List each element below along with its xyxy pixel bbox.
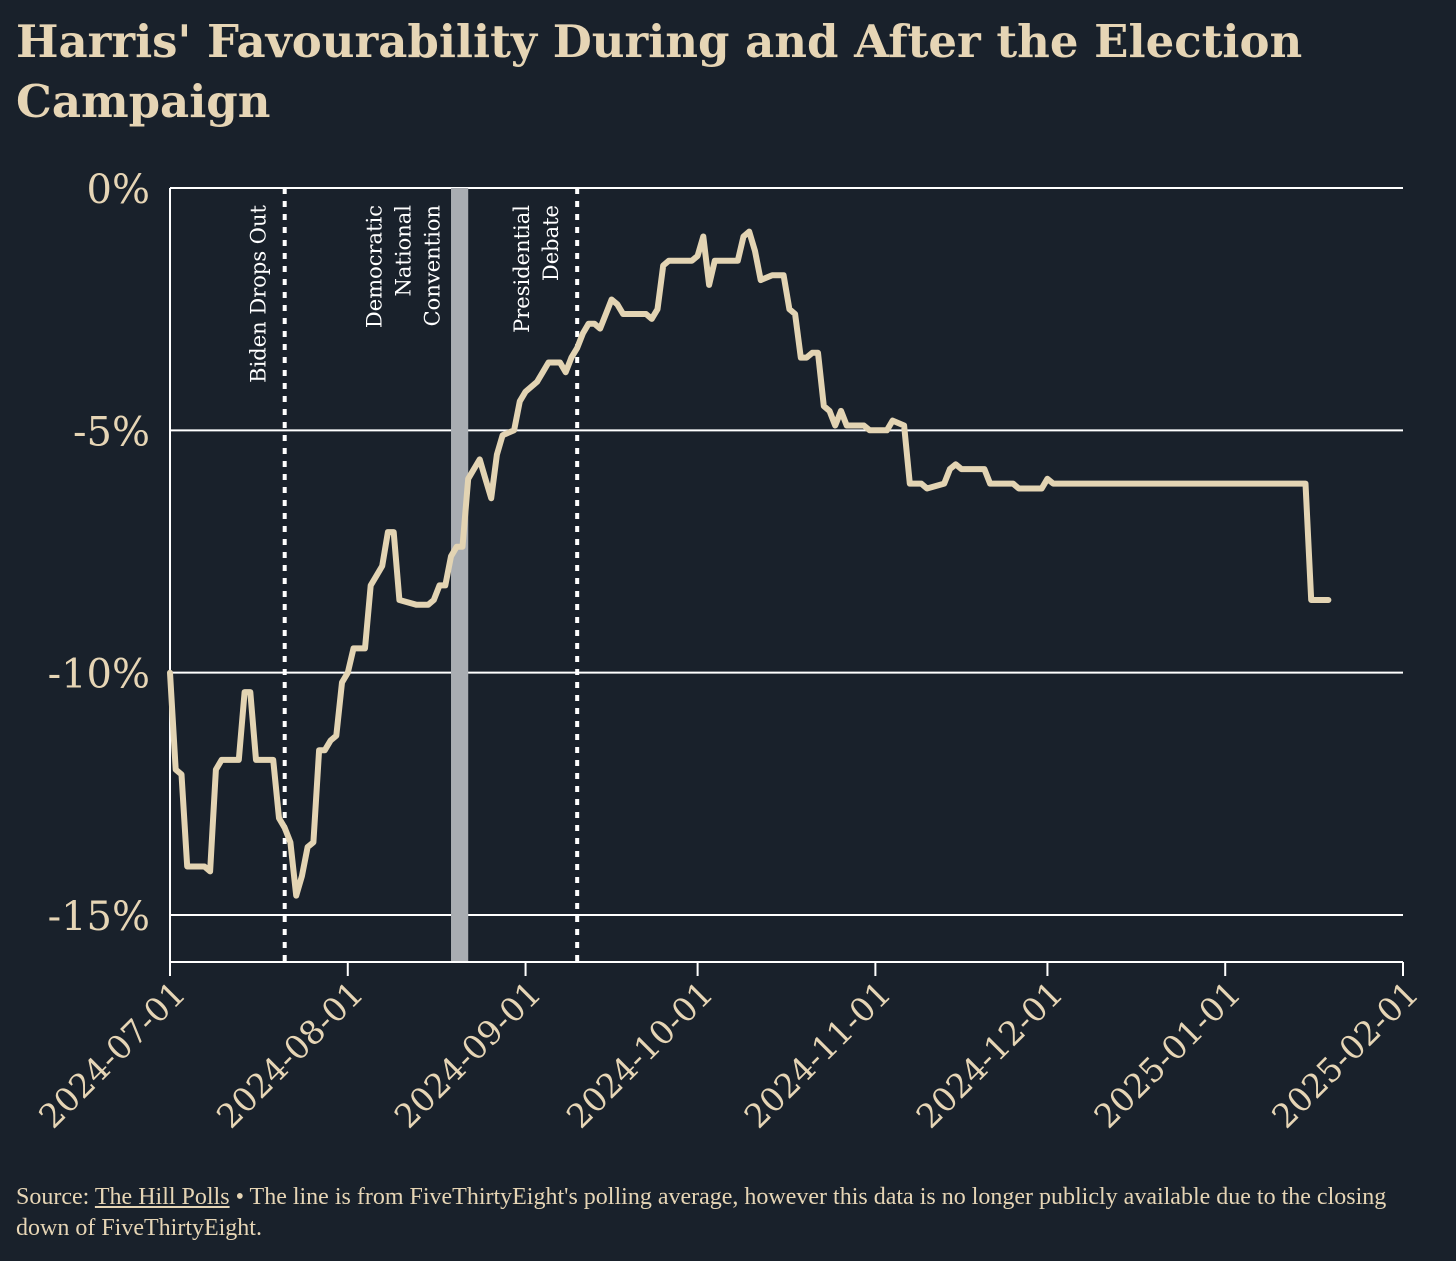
event-label-line: Convention: [421, 205, 445, 326]
y-tick-label: -5%: [73, 409, 150, 455]
source-label: Source:: [16, 1184, 95, 1210]
x-tick-label: 2024-09-01: [387, 974, 549, 1136]
x-tick-label: 2024-08-01: [209, 974, 371, 1136]
event-label-line: Democratic: [363, 205, 387, 328]
source-footer: Source: The Hill Polls • The line is fro…: [16, 1182, 1436, 1244]
chart-canvas: Biden Drops Out Democratic National Convent…: [31, 167, 1426, 1136]
event-label-line: Presidential: [510, 205, 534, 333]
chart-title: Harris' Favourability During and After t…: [16, 15, 1303, 128]
event-label-line: Debate: [539, 205, 563, 281]
event-label-line: National: [392, 205, 416, 297]
favourability-line: [167, 228, 1332, 899]
y-tick-label: 0%: [87, 167, 150, 213]
y-tick-label: -15%: [48, 894, 150, 940]
x-tick-label: 2025-02-01: [1264, 974, 1426, 1136]
event-label-line: Biden Drops Out: [247, 204, 271, 382]
x-tick-label: 2024-11-01: [736, 974, 898, 1136]
x-tick-label: 2025-01-01: [1086, 974, 1248, 1136]
source-note: • The line is from FiveThirtyEight's pol…: [16, 1184, 1387, 1241]
x-tick-label: 2024-10-01: [559, 974, 721, 1136]
source-link[interactable]: The Hill Polls: [94, 1184, 230, 1210]
event-markers: Biden Drops Out Democratic National Convent…: [247, 188, 580, 962]
dnc-event-band: [451, 188, 469, 962]
x-tick-label: 2024-12-01: [909, 974, 1071, 1136]
x-tick-label: 2024-07-01: [31, 974, 193, 1136]
y-tick-label: -10%: [48, 652, 150, 698]
series: [167, 228, 1332, 899]
axes: 0% -5% -10% -15% 2024-07-01 2024-08-01 2024-09…: [31, 167, 1426, 1136]
grid-lines: [170, 187, 1403, 916]
